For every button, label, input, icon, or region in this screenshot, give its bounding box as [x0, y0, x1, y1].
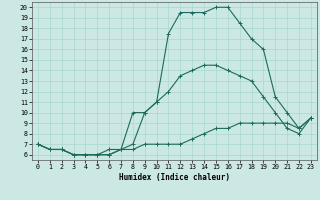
X-axis label: Humidex (Indice chaleur): Humidex (Indice chaleur) — [119, 173, 230, 182]
